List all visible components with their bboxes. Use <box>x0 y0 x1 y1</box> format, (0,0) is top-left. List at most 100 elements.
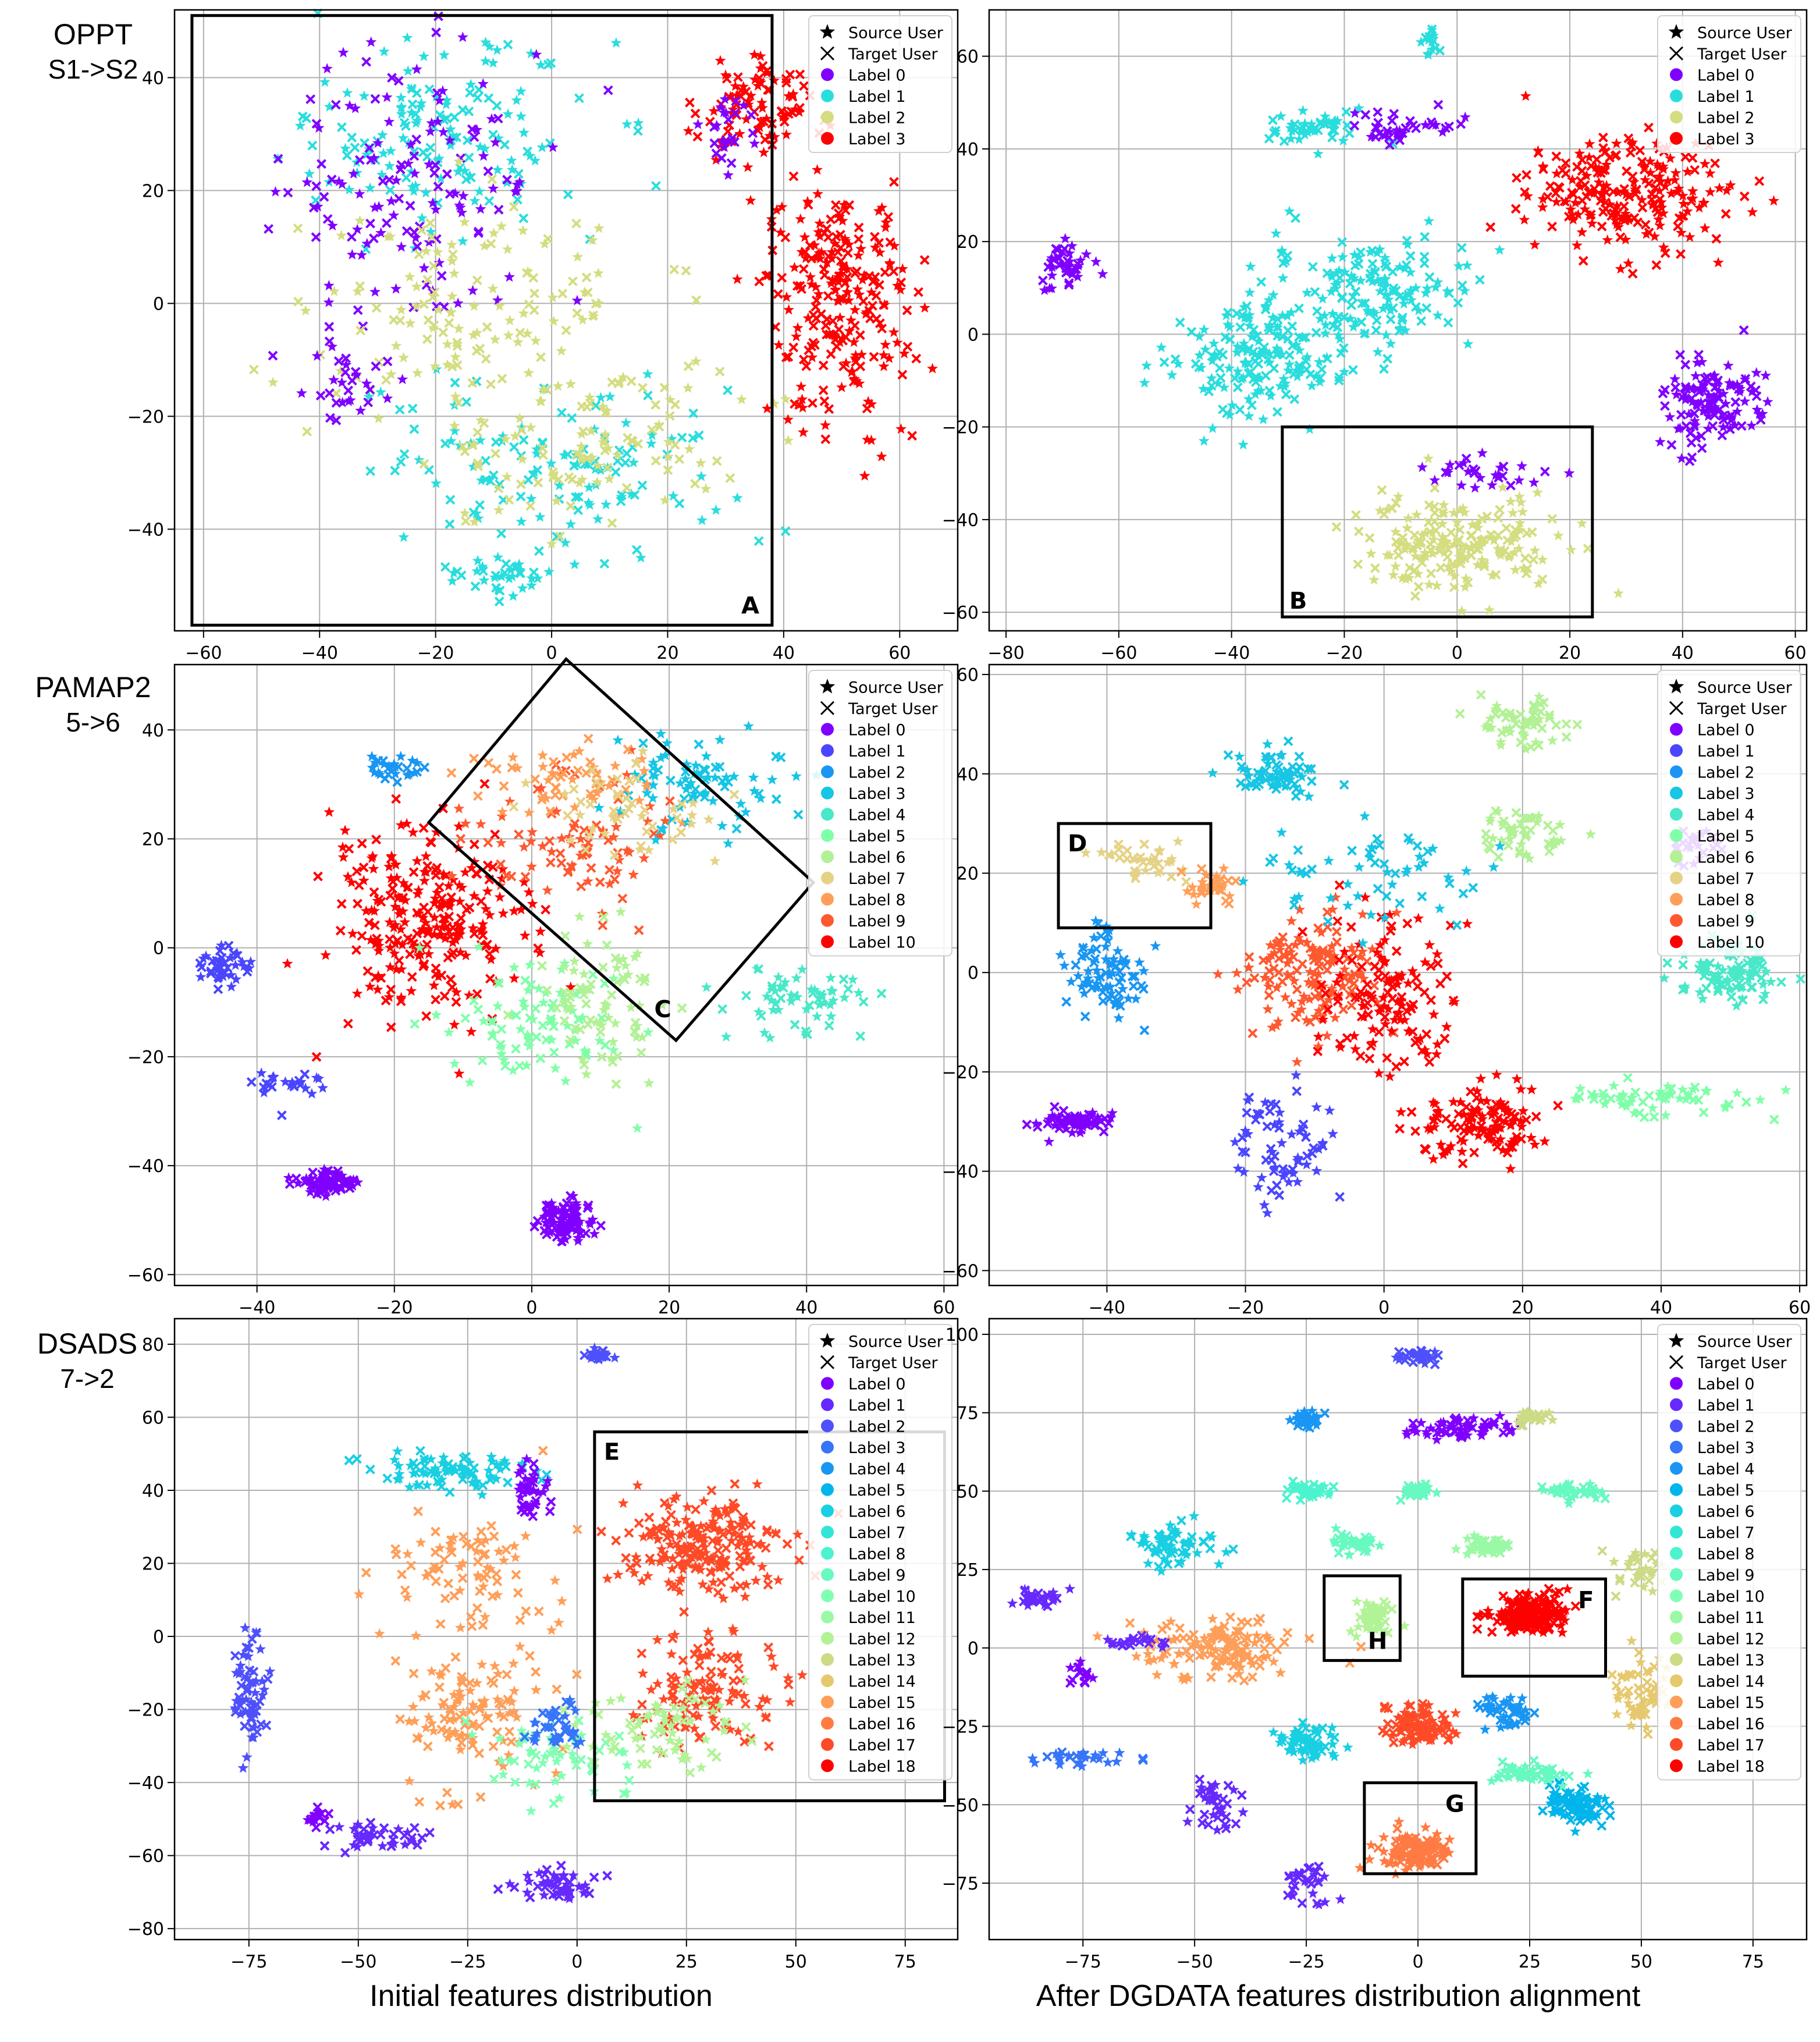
target-point <box>486 379 496 389</box>
target-point <box>1382 354 1393 364</box>
source-point <box>575 833 586 844</box>
source-point <box>1601 159 1612 170</box>
source-point <box>486 113 497 124</box>
source-point <box>375 386 386 397</box>
target-point <box>311 232 321 242</box>
source-point <box>438 898 450 909</box>
target-point <box>447 361 457 372</box>
target-point <box>453 397 464 408</box>
source-point <box>1760 370 1772 381</box>
source-point <box>504 796 516 807</box>
source-point <box>797 402 809 413</box>
target-point <box>746 110 756 120</box>
target-point <box>522 146 532 157</box>
y-tick-label: −20 <box>127 407 164 427</box>
source-point <box>406 166 417 177</box>
source-point <box>592 513 603 524</box>
source-point <box>328 285 340 296</box>
source-point <box>1240 342 1252 353</box>
source-point <box>391 872 403 883</box>
source-point <box>406 985 417 996</box>
target-point <box>1348 365 1358 375</box>
target-point <box>307 140 318 151</box>
target-point <box>691 295 702 306</box>
source-point <box>684 443 695 454</box>
y-tick-label: −20 <box>942 1063 979 1083</box>
source-point <box>715 101 727 112</box>
target-point <box>467 124 477 134</box>
source-point <box>1405 267 1416 278</box>
target-point <box>443 953 453 963</box>
target-point <box>1455 525 1465 535</box>
source-point <box>568 965 580 976</box>
source-point <box>492 164 503 175</box>
color-swatch-icon <box>821 935 834 949</box>
source-point <box>425 126 436 137</box>
legend-label-10: Label 10 <box>848 933 916 951</box>
target-point <box>355 281 365 292</box>
target-point <box>1660 385 1670 395</box>
target-point <box>659 382 670 393</box>
target-point <box>537 961 547 971</box>
source-point <box>1513 491 1525 502</box>
source-point <box>837 333 848 344</box>
target-point <box>868 300 877 311</box>
source-point <box>1286 119 1298 130</box>
target-point <box>1563 211 1574 222</box>
source-point <box>399 916 411 927</box>
target-point <box>620 457 631 468</box>
source-point <box>692 118 704 129</box>
source-point <box>1141 360 1153 371</box>
source-point <box>1659 180 1671 191</box>
source-point <box>496 1040 507 1052</box>
source-point <box>634 1000 645 1010</box>
target-point <box>828 316 838 326</box>
source-point <box>1602 234 1613 245</box>
target-point <box>1482 511 1492 521</box>
legend-label-4: Label 4 <box>1697 806 1755 824</box>
source-point <box>1654 436 1666 447</box>
source-point <box>1676 453 1687 464</box>
target-point <box>386 1022 396 1032</box>
source-point <box>1476 554 1488 565</box>
target-point <box>568 823 579 833</box>
source-point <box>496 221 507 232</box>
source-point <box>1423 215 1435 226</box>
target-point <box>731 823 742 834</box>
source-point <box>403 158 414 169</box>
legend-label-2: Label 2 <box>1697 763 1755 782</box>
source-point <box>646 429 658 440</box>
source-point <box>1726 411 1737 422</box>
source-point <box>300 305 311 316</box>
source-point <box>1551 168 1562 179</box>
source-point <box>812 164 823 175</box>
target-point <box>1405 251 1416 261</box>
x-tick-label: 20 <box>658 1298 680 1318</box>
color-swatch-icon <box>1670 68 1683 81</box>
source-point <box>449 420 460 431</box>
source-point <box>569 801 581 812</box>
source-point <box>1306 118 1317 129</box>
source-point <box>488 183 499 194</box>
source-point <box>756 102 768 113</box>
source-point <box>369 286 381 297</box>
source-point <box>781 291 792 302</box>
target-point <box>445 932 456 942</box>
target-point <box>1351 510 1361 520</box>
source-point <box>547 292 559 303</box>
source-point <box>1328 123 1339 134</box>
target-point <box>563 449 573 460</box>
target-point <box>486 239 496 249</box>
y-tick-label: 0 <box>968 963 979 983</box>
source-point <box>1073 260 1085 271</box>
x-tick-label: −20 <box>1326 643 1363 663</box>
target-point <box>1328 321 1338 331</box>
source-point <box>608 831 619 842</box>
target-point <box>1435 45 1445 56</box>
target-point <box>1474 275 1485 285</box>
target-point <box>1054 253 1065 263</box>
target-point <box>533 477 543 488</box>
target-point <box>469 132 479 142</box>
source-point <box>1267 311 1279 322</box>
